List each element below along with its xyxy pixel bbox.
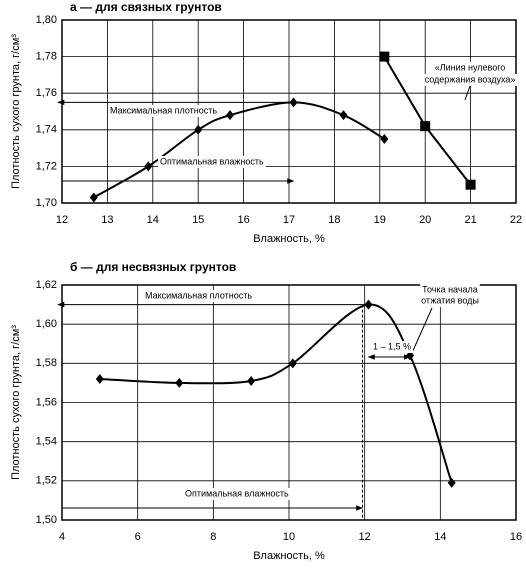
marker <box>379 51 390 62</box>
annotation-bg <box>183 488 291 500</box>
x-tick-label: 15 <box>192 214 204 226</box>
y-tick-label: 1,60 <box>36 318 57 330</box>
x-axis-label: Влажность, % <box>253 550 325 562</box>
series-line <box>99 303 453 484</box>
x-tick-label: 4 <box>59 531 65 543</box>
annotation: Максимальная плотность <box>110 105 217 115</box>
x-tick-label: 21 <box>464 214 476 226</box>
marker <box>175 377 184 388</box>
marker <box>465 179 476 190</box>
x-tick-label: 12 <box>56 214 68 226</box>
plot-frame <box>61 19 517 204</box>
y-tick-label: 1,72 <box>36 160 57 172</box>
x-tick-label: 14 <box>434 531 446 543</box>
y-axis-label: Плотность сухого грунта, г/см³ <box>10 34 22 189</box>
marker <box>247 375 256 386</box>
y-tick-label: 1,58 <box>36 357 57 369</box>
x-tick-label: 6 <box>135 531 141 543</box>
y-tick-label: 1,54 <box>36 436 57 448</box>
marker <box>89 192 98 203</box>
marker <box>364 299 373 310</box>
marker <box>288 358 297 369</box>
y-tick-label: 1,70 <box>36 197 57 209</box>
annotation-bg <box>108 105 220 117</box>
x-axis-label: Влажность, % <box>253 233 325 245</box>
x-tick-label: 13 <box>101 214 113 226</box>
x-tick-label: 16 <box>510 531 522 543</box>
leader <box>412 307 433 351</box>
y-tick-label: 1,56 <box>36 396 57 408</box>
marker <box>380 133 389 144</box>
y-tick-label: 1,52 <box>36 475 57 487</box>
x-tick-label: 19 <box>374 214 386 226</box>
y-tick-label: 1,62 <box>36 279 57 291</box>
annotation-bg <box>419 295 481 307</box>
marker <box>447 477 456 488</box>
annotation: Максимальная плотность <box>145 290 252 300</box>
y-axis-label: Плотность сухого грунта, г/см³ <box>10 325 22 480</box>
annotation: содержания воздуха» <box>425 74 516 84</box>
marker <box>289 97 298 108</box>
marker <box>144 161 153 172</box>
x-tick-label: 20 <box>419 214 431 226</box>
x-tick-label: 12 <box>359 531 371 543</box>
y-tick-label: 1,50 <box>36 514 57 526</box>
chart-title: б — для несвязных грунтов <box>70 260 236 274</box>
annotation-bg <box>370 341 414 353</box>
annotation-bg <box>422 74 518 86</box>
annotation: Оптимальная влажность <box>185 488 289 498</box>
marker <box>225 110 234 121</box>
x-tick-label: 22 <box>510 214 522 226</box>
y-tick-label: 1,78 <box>36 51 57 63</box>
x-tick-label: 17 <box>283 214 295 226</box>
marker <box>339 110 348 121</box>
annotation-bg <box>158 156 266 168</box>
y-tick-label: 1,76 <box>36 87 57 99</box>
marker <box>420 121 431 132</box>
annotation: Точка начала <box>422 284 478 294</box>
plot-frame <box>61 284 517 521</box>
marker <box>194 124 203 135</box>
x-tick-label: 14 <box>147 214 159 226</box>
annotation-bg <box>420 284 480 296</box>
annotation-bg <box>143 290 255 302</box>
chart-title: а — для связных грунтов <box>70 0 222 14</box>
x-tick-label: 18 <box>328 214 340 226</box>
marker <box>95 374 104 384</box>
annotation-bg <box>432 62 508 74</box>
x-tick-label: 10 <box>283 531 295 543</box>
annotation: «Линия нулевого <box>435 62 506 72</box>
x-tick-label: 16 <box>237 214 249 226</box>
leader <box>464 85 471 101</box>
annotation: Оптимальная влажность <box>160 156 264 166</box>
annotation: отжатия воды <box>421 295 479 305</box>
x-tick-label: 8 <box>210 531 216 543</box>
y-tick-label: 1,74 <box>36 124 57 136</box>
y-tick-label: 1,80 <box>36 14 57 26</box>
annotation: 1 – 1,5 % <box>373 341 411 351</box>
